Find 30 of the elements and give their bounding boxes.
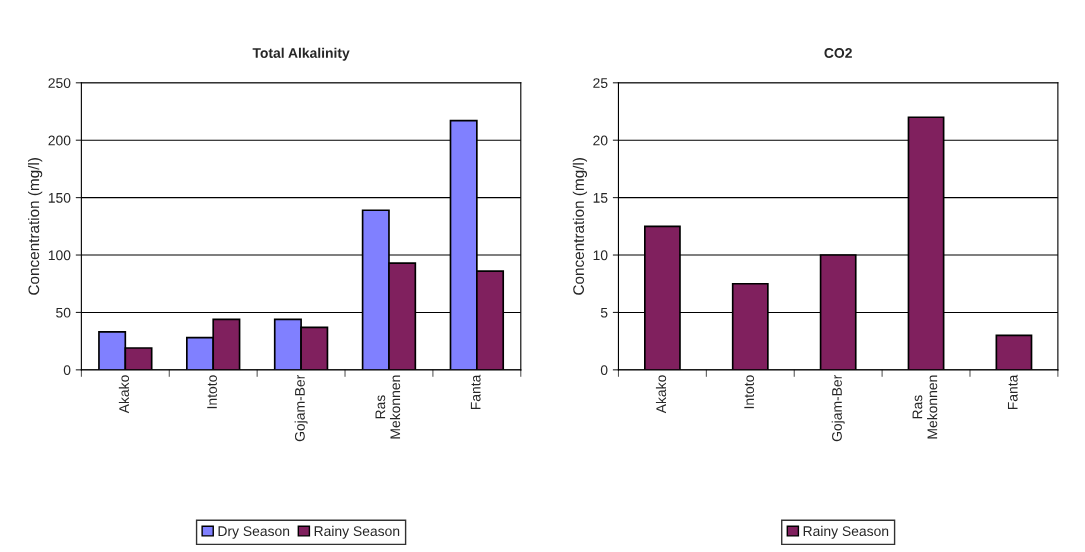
x-tick-label: Intoto — [744, 375, 755, 409]
y-tick-label: 10 — [593, 250, 608, 261]
chart-title: Total Alkalinity — [252, 47, 350, 61]
x-tick-label: Akako — [655, 375, 667, 414]
chart-title: CO2 — [824, 48, 852, 58]
y-tick-label: 50 — [56, 307, 71, 318]
y-axis-title: Concentration (mg/l) — [27, 158, 43, 295]
x-tick-label: Gojam-Ber — [831, 374, 845, 442]
y-tick-label: 25 — [593, 78, 608, 88]
y-tick-label: 250 — [48, 78, 71, 88]
legend-label: Rainy Season — [803, 525, 889, 539]
y-tick-label: 5 — [600, 307, 608, 318]
y-tick-label: 100 — [48, 250, 71, 261]
x-tick-label: Gojam-Ber — [294, 374, 308, 442]
x-tick-label: Ras Mekonnen — [375, 375, 401, 439]
y-tick-label: 15 — [593, 193, 608, 203]
x-tick-label: Akako — [118, 375, 130, 414]
y-tick-label: 200 — [48, 135, 71, 146]
x-tick-label: Fanta — [1007, 374, 1018, 410]
x-tick-label: Fanta — [470, 374, 481, 410]
legend-label: Rainy Season — [314, 525, 400, 539]
y-tick-label: 20 — [593, 135, 608, 146]
bar — [995, 334, 1033, 370]
y-tick-label: 0 — [600, 365, 608, 376]
legend-label: Dry Season — [218, 526, 290, 539]
y-tick-label: 150 — [48, 192, 71, 203]
y-axis-title: Concentration (mg/l) — [572, 158, 588, 295]
x-tick-label: Ras Mekonnen — [912, 375, 938, 439]
x-tick-label: Intoto — [207, 375, 217, 409]
y-tick-label: 0 — [63, 365, 71, 376]
